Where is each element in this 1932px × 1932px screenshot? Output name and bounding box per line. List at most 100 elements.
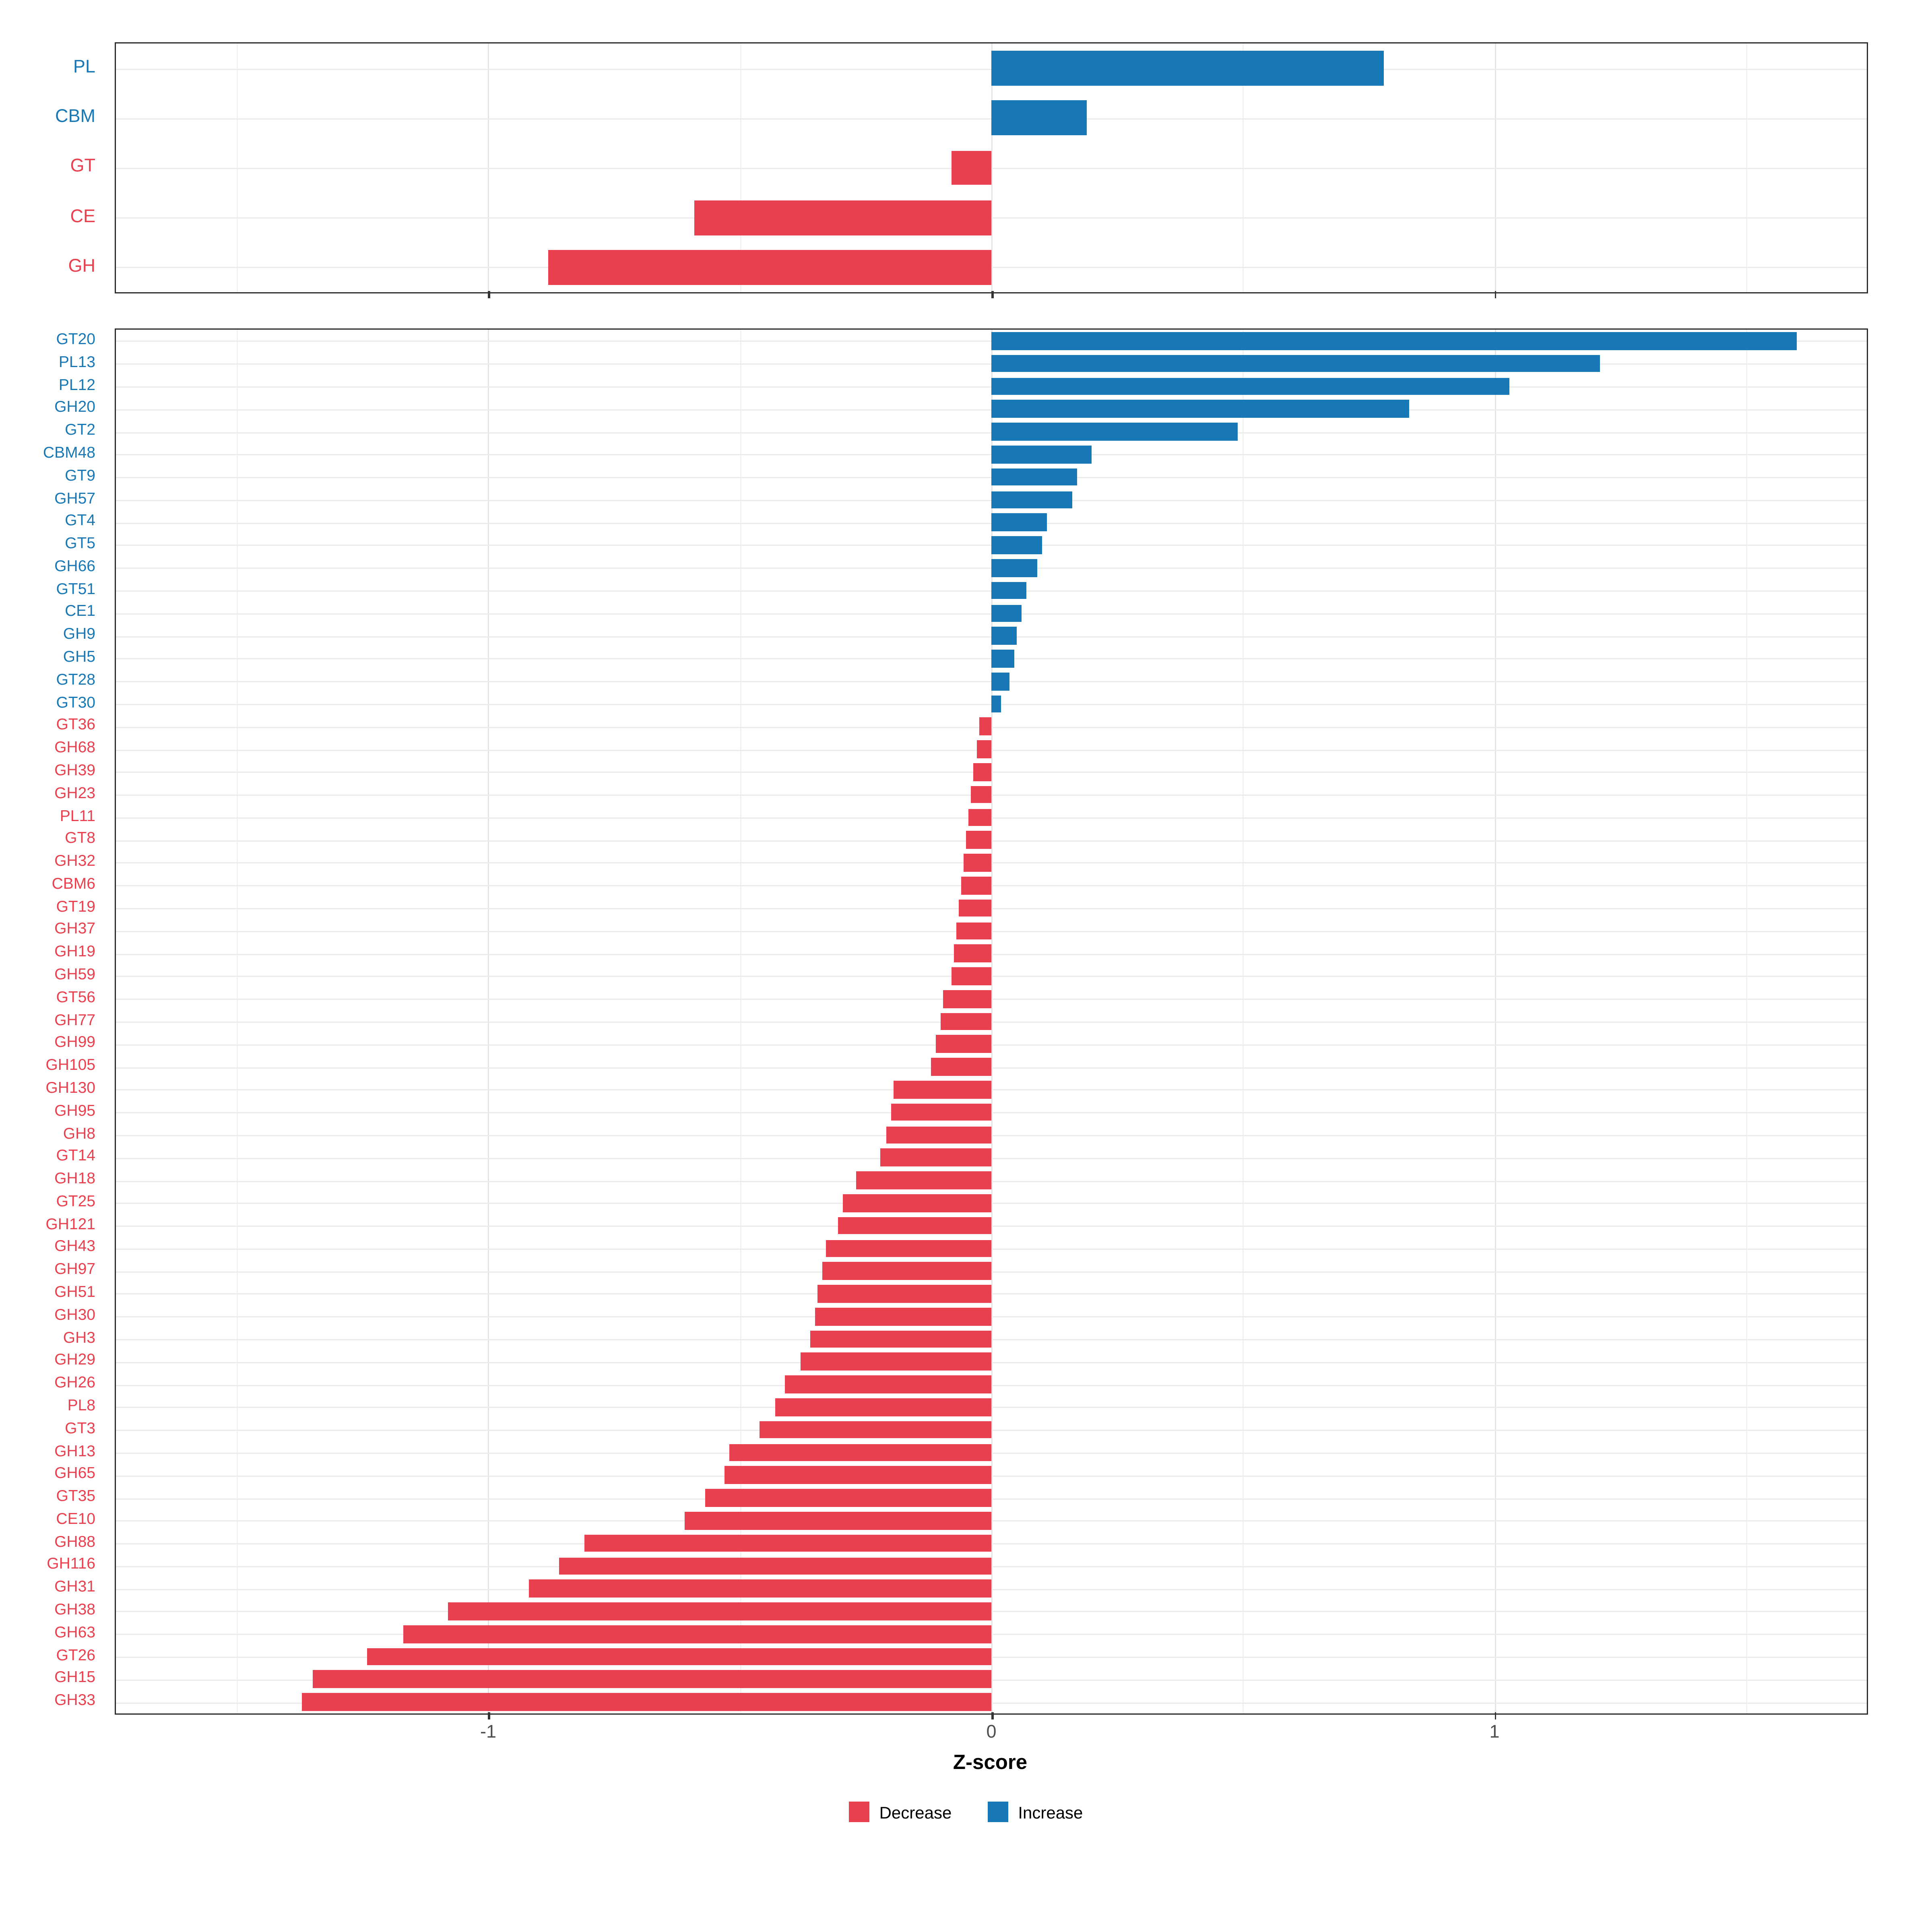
category-label-gh77: GH77	[54, 1010, 95, 1028]
bar-pl13	[991, 355, 1600, 373]
bar-gt19	[958, 899, 991, 917]
bar-gh19	[954, 944, 991, 962]
bar-pl11	[968, 808, 991, 826]
bar-gt3	[760, 1421, 991, 1439]
category-label-gh23: GH23	[54, 783, 95, 802]
bar-gh30	[815, 1307, 991, 1325]
axis-tickmark	[991, 1712, 993, 1719]
row-gridline	[116, 908, 1867, 910]
bar-gh97	[823, 1262, 991, 1280]
bar-gt36	[978, 718, 991, 736]
row-gridline	[116, 1226, 1867, 1227]
bar-gt25	[843, 1194, 991, 1212]
row-gridline	[116, 749, 1867, 751]
bar-gt4	[991, 514, 1047, 531]
legend-label-decrease: Decrease	[879, 1802, 952, 1822]
bar-cbm48	[991, 446, 1092, 463]
category-label-gt8: GT8	[65, 828, 95, 847]
category-label-gh63: GH63	[54, 1622, 95, 1641]
category-label-pl: PL	[73, 57, 95, 77]
row-gridline	[116, 863, 1867, 864]
x-tick-label-1: 1	[1489, 1722, 1500, 1742]
category-label-gt3: GT3	[65, 1418, 95, 1437]
bar-gh9	[991, 627, 1017, 645]
bar-gt8	[966, 831, 991, 849]
bar-gh88	[584, 1534, 991, 1552]
category-label-gh29: GH29	[54, 1350, 95, 1369]
category-label-gh121: GH121	[45, 1214, 95, 1233]
bar-gh95	[890, 1103, 991, 1121]
category-label-ce10: CE10	[56, 1509, 95, 1527]
category-label-gh9: GH9	[63, 624, 95, 643]
row-gridline	[116, 772, 1867, 774]
category-label-pl8: PL8	[67, 1395, 95, 1414]
x-ticks-summary	[115, 291, 1866, 301]
row-gridline	[116, 1135, 1867, 1136]
legend: Decrease Increase	[0, 1802, 1932, 1822]
bar-gh39	[974, 763, 991, 781]
category-label-pl13: PL13	[58, 352, 95, 371]
bar-gt14	[880, 1149, 991, 1167]
axis-tickmark	[488, 1712, 490, 1719]
row-gridline	[116, 1520, 1867, 1522]
category-label-gt: GT	[70, 156, 95, 177]
bar-gh31	[528, 1580, 991, 1598]
category-label-gh33: GH33	[54, 1690, 95, 1709]
category-label-pl12: PL12	[58, 375, 95, 393]
category-label-gh37: GH37	[54, 919, 95, 938]
category-label-gh97: GH97	[54, 1259, 95, 1278]
x-ticks-families	[115, 1712, 1866, 1722]
row-gridline	[116, 267, 1867, 269]
row-gridline	[116, 885, 1867, 887]
row-gridline	[116, 1384, 1867, 1386]
category-label-gh59: GH59	[54, 965, 95, 983]
category-label-gh51: GH51	[54, 1282, 95, 1301]
row-gridline	[116, 1589, 1867, 1590]
row-gridline	[116, 1498, 1867, 1499]
bar-gh26	[785, 1375, 991, 1393]
axis-tickmark	[488, 291, 490, 298]
row-gridline	[116, 976, 1867, 978]
row-gridline	[116, 217, 1867, 219]
axis-tickmark	[1494, 291, 1496, 298]
row-gridline	[116, 1430, 1867, 1431]
row-gridline	[116, 1067, 1867, 1068]
row-gridline	[116, 817, 1867, 819]
bar-gt35	[704, 1489, 991, 1507]
category-label-gh57: GH57	[54, 488, 95, 507]
category-label-gh88: GH88	[54, 1532, 95, 1550]
bar-gh18	[855, 1171, 991, 1189]
category-label-gh3: GH3	[63, 1327, 95, 1346]
category-label-gh130: GH130	[45, 1078, 95, 1096]
category-label-gh68: GH68	[54, 738, 95, 756]
bar-gh51	[817, 1285, 991, 1303]
category-label-gt9: GT9	[65, 466, 95, 484]
category-label-gh116: GH116	[47, 1554, 95, 1573]
bar-gh130	[893, 1081, 991, 1099]
row-gridline	[116, 1543, 1867, 1545]
category-label-gh99: GH99	[54, 1033, 95, 1051]
row-gridline	[116, 1180, 1867, 1182]
category-label-gh: GH	[68, 256, 96, 277]
category-label-gh39: GH39	[54, 760, 95, 779]
row-gridline	[116, 999, 1867, 1000]
x-axis-tick-labels: -1 0 1	[115, 1722, 1866, 1746]
bar-gt56	[943, 990, 991, 1008]
category-label-gt25: GT25	[56, 1191, 95, 1210]
bar-ce10	[684, 1511, 991, 1530]
category-label-gt4: GT4	[65, 511, 95, 529]
category-label-gh15: GH15	[54, 1668, 95, 1686]
category-label-gh8: GH8	[63, 1123, 95, 1142]
bar-pl8	[775, 1398, 991, 1416]
bar-gh20	[991, 400, 1409, 418]
legend-key-decrease: Decrease	[849, 1802, 952, 1822]
category-label-gh95: GH95	[54, 1101, 95, 1119]
category-label-pl11: PL11	[60, 806, 95, 824]
families-panel	[115, 328, 1868, 1715]
row-gridline	[116, 727, 1867, 728]
bar-gh38	[448, 1602, 991, 1620]
category-label-cbm: CBM	[55, 106, 95, 127]
bar-gh15	[312, 1670, 991, 1688]
bar-gh77	[941, 1013, 991, 1030]
bar-gh57	[991, 491, 1072, 509]
